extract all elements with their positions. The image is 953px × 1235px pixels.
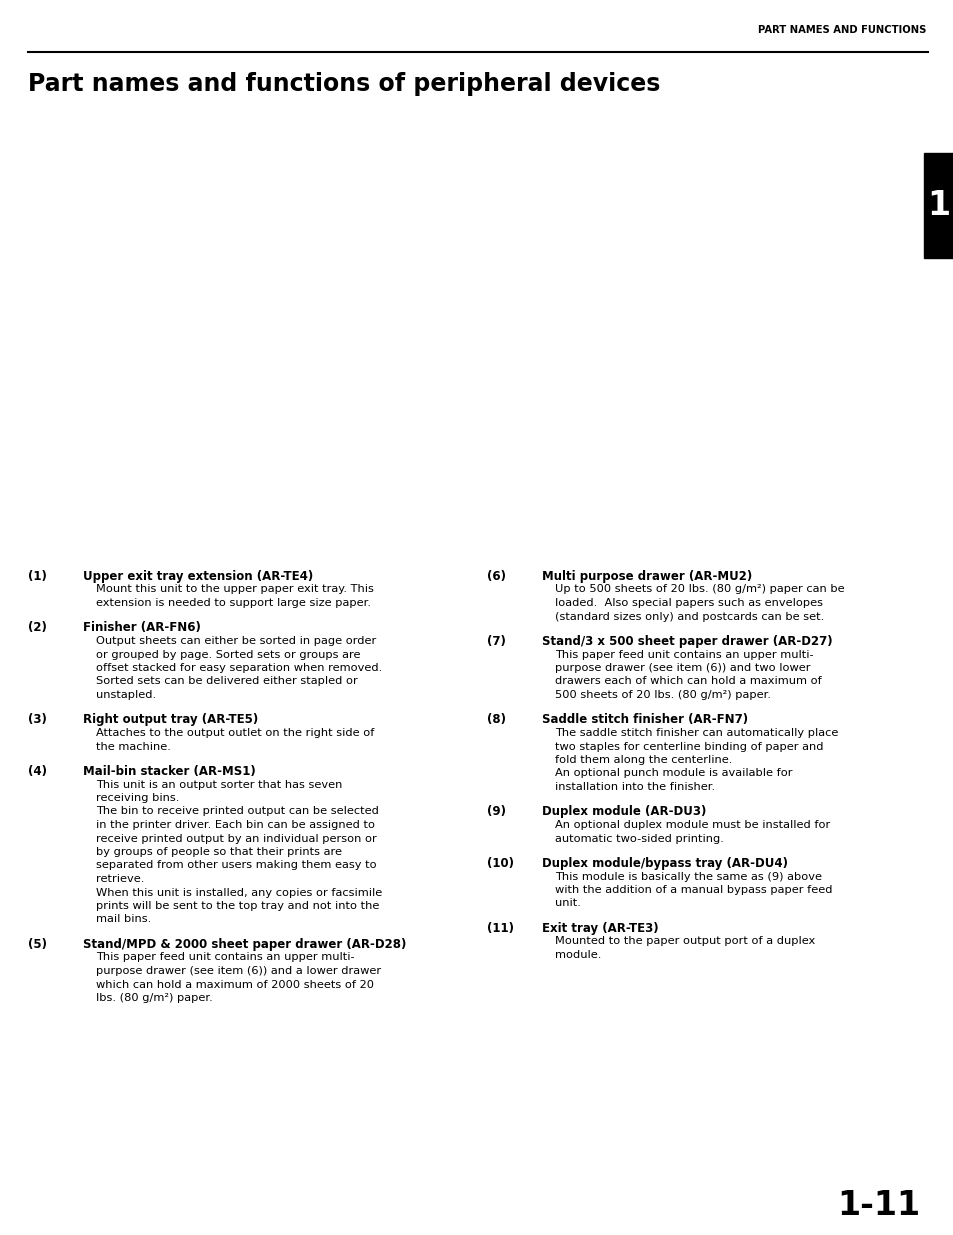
Text: Stand/MPD & 2000 sheet paper drawer (AR-D28): Stand/MPD & 2000 sheet paper drawer (AR-… — [83, 939, 406, 951]
Text: retrieve.: retrieve. — [96, 874, 144, 884]
Text: or grouped by page. Sorted sets or groups are: or grouped by page. Sorted sets or group… — [96, 650, 360, 659]
Text: purpose drawer (see item (6)) and two lower: purpose drawer (see item (6)) and two lo… — [555, 663, 810, 673]
Text: prints will be sent to the top tray and not into the: prints will be sent to the top tray and … — [96, 902, 379, 911]
Text: unstapled.: unstapled. — [96, 690, 156, 700]
Text: receiving bins.: receiving bins. — [96, 793, 179, 803]
Text: offset stacked for easy separation when removed.: offset stacked for easy separation when … — [96, 663, 382, 673]
Text: (7): (7) — [486, 635, 505, 648]
Text: receive printed output by an individual person or: receive printed output by an individual … — [96, 834, 376, 844]
Text: extension is needed to support large size paper.: extension is needed to support large siz… — [96, 598, 371, 608]
Text: (8): (8) — [486, 714, 505, 726]
Text: This unit is an output sorter that has seven: This unit is an output sorter that has s… — [96, 779, 342, 789]
Text: Saddle stitch finisher (AR-FN7): Saddle stitch finisher (AR-FN7) — [541, 714, 747, 726]
Text: The saddle stitch finisher can automatically place: The saddle stitch finisher can automatic… — [555, 727, 838, 739]
Text: (10): (10) — [486, 857, 514, 869]
Text: Exit tray (AR-TE3): Exit tray (AR-TE3) — [541, 923, 658, 935]
Text: This paper feed unit contains an upper multi-: This paper feed unit contains an upper m… — [96, 952, 355, 962]
Text: (standard sizes only) and postcards can be set.: (standard sizes only) and postcards can … — [555, 611, 823, 621]
Text: mail bins.: mail bins. — [96, 914, 152, 925]
Text: (11): (11) — [486, 923, 514, 935]
Text: Part names and functions of peripheral devices: Part names and functions of peripheral d… — [28, 72, 659, 96]
Text: which can hold a maximum of 2000 sheets of 20: which can hold a maximum of 2000 sheets … — [96, 979, 374, 989]
Text: Sorted sets can be delivered either stapled or: Sorted sets can be delivered either stap… — [96, 677, 357, 687]
Text: Duplex module/bypass tray (AR-DU4): Duplex module/bypass tray (AR-DU4) — [541, 857, 787, 869]
Text: PART NAMES AND FUNCTIONS: PART NAMES AND FUNCTIONS — [757, 25, 925, 35]
Text: installation into the finisher.: installation into the finisher. — [555, 782, 715, 792]
Text: fold them along the centerline.: fold them along the centerline. — [555, 755, 732, 764]
Text: the machine.: the machine. — [96, 741, 171, 752]
Text: with the addition of a manual bypass paper feed: with the addition of a manual bypass pap… — [555, 885, 832, 895]
Text: Finisher (AR-FN6): Finisher (AR-FN6) — [83, 621, 201, 635]
Text: 500 sheets of 20 lbs. (80 g/m²) paper.: 500 sheets of 20 lbs. (80 g/m²) paper. — [555, 690, 770, 700]
Text: Output sheets can either be sorted in page order: Output sheets can either be sorted in pa… — [96, 636, 375, 646]
Text: (3): (3) — [28, 714, 47, 726]
Text: Multi purpose drawer (AR-MU2): Multi purpose drawer (AR-MU2) — [541, 571, 752, 583]
Text: Right output tray (AR-TE5): Right output tray (AR-TE5) — [83, 714, 258, 726]
Text: automatic two-sided printing.: automatic two-sided printing. — [555, 834, 723, 844]
Text: two staples for centerline binding of paper and: two staples for centerline binding of pa… — [555, 741, 822, 752]
Text: Up to 500 sheets of 20 lbs. (80 g/m²) paper can be: Up to 500 sheets of 20 lbs. (80 g/m²) pa… — [555, 584, 843, 594]
Text: lbs. (80 g/m²) paper.: lbs. (80 g/m²) paper. — [96, 993, 213, 1003]
Text: Attaches to the output outlet on the right side of: Attaches to the output outlet on the rig… — [96, 727, 374, 739]
Text: Mount this unit to the upper paper exit tray. This: Mount this unit to the upper paper exit … — [96, 584, 374, 594]
Text: module.: module. — [555, 950, 600, 960]
Text: (5): (5) — [28, 939, 47, 951]
Text: in the printer driver. Each bin can be assigned to: in the printer driver. Each bin can be a… — [96, 820, 375, 830]
Text: separated from other users making them easy to: separated from other users making them e… — [96, 861, 376, 871]
Text: This paper feed unit contains an upper multi-: This paper feed unit contains an upper m… — [555, 650, 813, 659]
Text: The bin to receive printed output can be selected: The bin to receive printed output can be… — [96, 806, 378, 816]
Text: 1: 1 — [926, 189, 949, 222]
Text: This module is basically the same as (9) above: This module is basically the same as (9)… — [555, 872, 821, 882]
Bar — [923, 153, 953, 258]
Text: (9): (9) — [486, 805, 505, 819]
Text: (1): (1) — [28, 571, 47, 583]
Text: Mail-bin stacker (AR-MS1): Mail-bin stacker (AR-MS1) — [83, 764, 255, 778]
Text: loaded.  Also special papers such as envelopes: loaded. Also special papers such as enve… — [555, 598, 822, 608]
Text: An optional punch module is available for: An optional punch module is available fo… — [555, 768, 792, 778]
Text: (2): (2) — [28, 621, 47, 635]
Text: 1-11: 1-11 — [836, 1189, 919, 1221]
Text: (4): (4) — [28, 764, 47, 778]
Text: Stand/3 x 500 sheet paper drawer (AR-D27): Stand/3 x 500 sheet paper drawer (AR-D27… — [541, 635, 832, 648]
Text: Upper exit tray extension (AR-TE4): Upper exit tray extension (AR-TE4) — [83, 571, 313, 583]
Text: An optional duplex module must be installed for: An optional duplex module must be instal… — [555, 820, 829, 830]
Text: drawers each of which can hold a maximum of: drawers each of which can hold a maximum… — [555, 677, 821, 687]
Text: When this unit is installed, any copies or facsimile: When this unit is installed, any copies … — [96, 888, 382, 898]
Bar — [28, 110, 927, 562]
Text: Mounted to the paper output port of a duplex: Mounted to the paper output port of a du… — [555, 936, 815, 946]
Text: unit.: unit. — [555, 899, 580, 909]
Text: purpose drawer (see item (6)) and a lower drawer: purpose drawer (see item (6)) and a lowe… — [96, 966, 381, 976]
Text: Duplex module (AR-DU3): Duplex module (AR-DU3) — [541, 805, 705, 819]
Text: by groups of people so that their prints are: by groups of people so that their prints… — [96, 847, 341, 857]
Text: (6): (6) — [486, 571, 505, 583]
